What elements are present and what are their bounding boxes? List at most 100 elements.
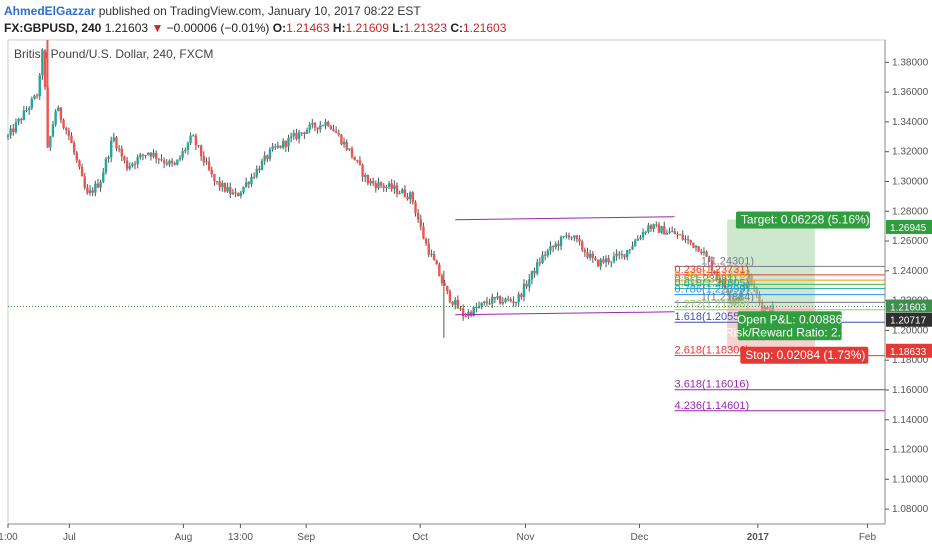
author-link[interactable]: AhmedElGazzar [4, 4, 96, 18]
candle-body [676, 234, 679, 236]
candle-body [424, 238, 428, 244]
candle-body [234, 192, 237, 194]
time-tick-label: Jul [63, 532, 76, 543]
price-tick-label: 1.38000 [892, 57, 929, 68]
candle-body [615, 253, 618, 257]
candle-body [509, 299, 512, 302]
candle-body [528, 279, 531, 287]
candle-body [387, 183, 391, 187]
candle-body [684, 239, 687, 241]
candle-body [115, 137, 118, 149]
price-tick-label: 1.28000 [892, 206, 929, 217]
candle-body [406, 196, 409, 200]
down-arrow-icon: ▼ [151, 21, 164, 35]
candle-body [17, 118, 20, 123]
candle-body [186, 143, 190, 150]
candle-body [427, 243, 430, 255]
chart-area[interactable]: British Pound/U.S. Dollar, 240, FXCM 1(1… [0, 38, 932, 550]
candle-body [485, 301, 489, 304]
candle-body [541, 254, 544, 264]
candle-body [226, 187, 229, 192]
price-tick-label: 1.10000 [892, 474, 929, 485]
candle-body [708, 256, 711, 261]
candle-body [276, 145, 280, 148]
candle-body [364, 174, 367, 177]
candle-body [446, 285, 449, 292]
candle-body [583, 249, 587, 253]
candle-body [697, 246, 700, 252]
candle-body [522, 283, 526, 298]
candle-body [506, 298, 510, 300]
candle-body [160, 159, 163, 161]
candle-body [154, 152, 158, 159]
candle-body [311, 122, 314, 125]
candle-body [604, 258, 608, 263]
candle-body [157, 158, 161, 160]
publish-info: published on TradingView.com, January 10… [98, 4, 421, 18]
fib-level-label: 1.618(1.20551) [675, 311, 750, 323]
candle-body [99, 181, 102, 188]
price-tick-label: 1.14000 [892, 415, 929, 426]
time-tick-label: Feb [859, 532, 877, 543]
candle-body [464, 316, 467, 318]
candle-body [512, 301, 515, 303]
candle-body [459, 308, 462, 310]
candle-body [520, 294, 523, 298]
candle-body [488, 303, 491, 305]
last-price: 1.21603 [104, 21, 149, 35]
candle-body [125, 160, 129, 169]
candle-body [618, 253, 621, 255]
candle-body [448, 291, 452, 302]
fib-level-label: 2.618(1.18306) [675, 345, 750, 357]
candle-body [443, 282, 446, 286]
price-axis[interactable]: 1.38000 1.36000 1.34000 1.32000 1.30000 1.280… [885, 57, 929, 515]
price-tick-label: 1.26000 [892, 236, 929, 247]
price-tick-label: 1.34000 [892, 117, 929, 128]
candle-body [454, 299, 457, 305]
candle-body [231, 192, 235, 195]
open-value: 1.21463 [286, 21, 330, 35]
candle-body [271, 146, 274, 150]
candle-body [496, 296, 499, 299]
axis-price-badge [886, 312, 932, 327]
candle-body [665, 233, 669, 235]
candle-body [379, 182, 383, 186]
candle-body [610, 261, 613, 263]
candle-body [342, 141, 346, 145]
candle-body [57, 107, 60, 112]
candle-body [440, 275, 444, 283]
candle-body [525, 283, 528, 287]
candle-body [596, 259, 600, 267]
time-axis[interactable]: 1:00 Jul Aug 13:00 Sep Oct Nov Dec 2017 Feb [0, 524, 877, 543]
price-change: −0.00006 (−0.01%) [166, 21, 270, 35]
channel-line [455, 311, 675, 316]
candle-body [549, 246, 552, 251]
candle-body [83, 176, 86, 188]
candle-body [649, 225, 653, 229]
candle-body [300, 132, 303, 134]
candle-body [332, 129, 335, 132]
candle-body [149, 152, 153, 157]
candle-body [456, 299, 460, 309]
candle-body [409, 192, 412, 200]
price-tick-label: 1.20000 [892, 325, 929, 336]
candle-body [244, 182, 248, 187]
candle-body [303, 132, 306, 134]
candle-body [170, 160, 174, 164]
candle-body [573, 235, 576, 238]
axis-price-badge [886, 219, 932, 234]
candle-body [96, 183, 100, 188]
candle-body [491, 297, 494, 304]
candle-body [398, 193, 401, 195]
candle-body [369, 180, 372, 184]
fib-level-label: 1.272(1.21388) [675, 299, 750, 311]
fib-level-label: 0.236(1.23731) [675, 264, 750, 276]
candle-body [334, 131, 338, 133]
candle-body [337, 132, 340, 135]
symbol-label: FX:GBPUSD, 240 [4, 21, 102, 35]
candle-body [438, 264, 441, 276]
axis-price-badge-label: 1.21603 [890, 303, 927, 314]
candle-body [229, 187, 232, 195]
candle-body [546, 250, 550, 256]
